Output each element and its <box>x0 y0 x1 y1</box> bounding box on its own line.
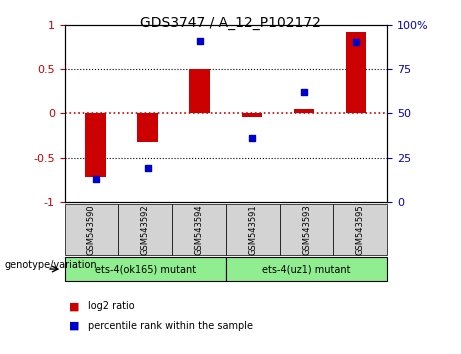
Text: ets-4(ok165) mutant: ets-4(ok165) mutant <box>95 264 196 274</box>
Point <box>92 176 100 182</box>
Text: GSM543591: GSM543591 <box>248 204 257 255</box>
Text: GSM543593: GSM543593 <box>302 204 311 255</box>
Text: GSM543592: GSM543592 <box>141 204 150 255</box>
Text: GSM543594: GSM543594 <box>195 204 203 255</box>
Text: GDS3747 / A_12_P102172: GDS3747 / A_12_P102172 <box>140 16 321 30</box>
Text: genotype/variation: genotype/variation <box>5 261 97 270</box>
Bar <box>189 69 210 113</box>
Text: percentile rank within the sample: percentile rank within the sample <box>88 321 253 331</box>
Text: ■: ■ <box>69 301 80 311</box>
Point <box>300 89 307 95</box>
Text: GSM543595: GSM543595 <box>356 204 365 255</box>
Point <box>144 165 152 171</box>
Point <box>248 135 255 141</box>
Text: log2 ratio: log2 ratio <box>88 301 134 311</box>
Point <box>352 40 360 45</box>
Bar <box>137 113 158 143</box>
Text: ■: ■ <box>69 321 80 331</box>
Point <box>196 38 204 44</box>
Bar <box>242 113 262 117</box>
Bar <box>346 32 366 113</box>
Text: GSM543590: GSM543590 <box>87 204 96 255</box>
Bar <box>294 109 314 113</box>
Text: ets-4(uz1) mutant: ets-4(uz1) mutant <box>262 264 351 274</box>
Bar <box>85 113 106 177</box>
